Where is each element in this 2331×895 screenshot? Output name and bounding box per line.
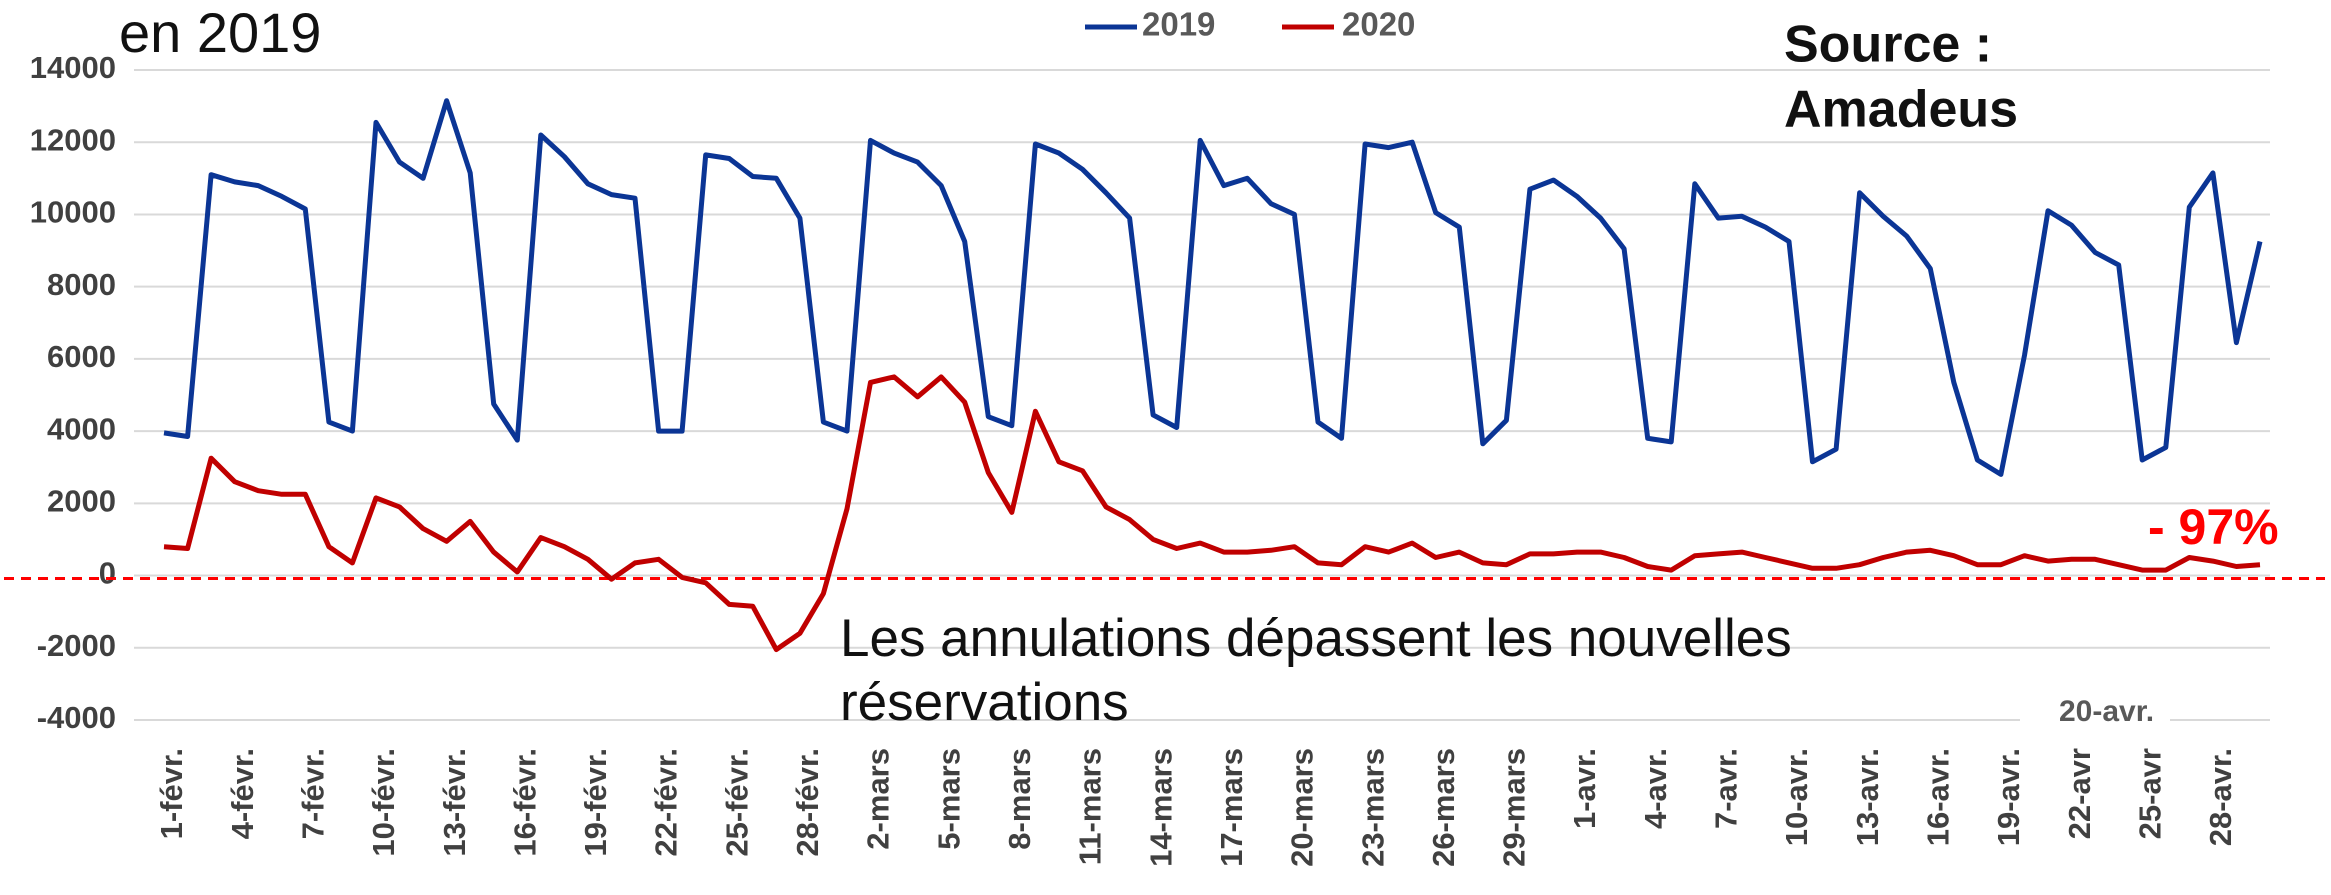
source: Amadeus: [1784, 81, 2018, 139]
y-tick-label: 4000: [47, 411, 116, 446]
x-tick-label: 7-avr.: [1709, 748, 1744, 829]
x-tick-label: 17-mars: [1214, 748, 1249, 867]
y-tick-label: -2000: [37, 628, 116, 663]
legend-label: 2020: [1342, 6, 1415, 43]
x-tick-label: 25-févr.: [719, 748, 754, 857]
y-tick-label: 8000: [47, 267, 116, 302]
x-tick-label: 13-févr.: [437, 748, 472, 857]
x-tick-label: 22-avr: [2062, 748, 2097, 839]
source: Source :: [1784, 16, 1992, 74]
line-series: [163, 374, 2261, 653]
end-label: - 97%: [2148, 499, 2279, 555]
annotation: Les annulations dépassent les nouvelles: [840, 609, 1792, 668]
x-tick-label: 10-avr.: [1779, 748, 1814, 846]
x-tick-label: 29-mars: [1497, 748, 1532, 867]
y-tick-label: 2000: [47, 484, 116, 519]
x-tick-label: 2-mars: [861, 748, 896, 850]
x-tick-label: 16-févr.: [507, 748, 542, 857]
x-tick-label: 5-mars: [931, 748, 966, 850]
x-tick-label: 23-mars: [1355, 748, 1390, 867]
x-tick-label: 7-févr.: [295, 748, 330, 839]
chart-title: en 2019: [119, 1, 321, 64]
x-tick-label: 4-févr.: [225, 748, 260, 839]
label-bg: [2020, 690, 2170, 736]
x-tick-label: 22-févr.: [649, 748, 684, 857]
x-tick-label: 25-avr: [2132, 748, 2167, 839]
x-tick-label: 19-févr.: [578, 748, 613, 857]
x-tick-label: 4-avr.: [1638, 748, 1673, 829]
y-tick-label: 12000: [30, 122, 116, 157]
y-tick-label: -4000: [37, 700, 116, 735]
y-tick-label: 0: [99, 556, 116, 591]
annotation: réservations: [840, 673, 1129, 732]
x-tick-label: 13-avr.: [1850, 748, 1885, 846]
x-tick-label: 11-mars: [1073, 748, 1108, 865]
x-tick-label: 26-mars: [1426, 748, 1461, 867]
x-tick-label: 8-mars: [1002, 748, 1037, 850]
y-tick-label: 10000: [30, 195, 116, 230]
y-tick-label: 14000: [30, 50, 116, 85]
y-tick-label: 6000: [47, 339, 116, 374]
x-tick-label: 1-avr.: [1567, 748, 1602, 829]
x-tick-label: 20-mars: [1285, 748, 1320, 867]
x-tick-label: 10-févr.: [366, 748, 401, 857]
legend-label: 2019: [1142, 6, 1215, 43]
x-tick-label: 28-avr.: [2203, 748, 2238, 846]
floating-label: 20-avr.: [2059, 695, 2154, 728]
x-tick-label: 1-févr.: [154, 748, 189, 839]
x-tick-label: 19-avr.: [1991, 748, 2026, 846]
line-series: [163, 98, 2263, 477]
x-tick-label: 16-avr.: [1920, 748, 1955, 846]
x-tick-label: 28-févr.: [790, 748, 825, 857]
x-tick-label: 14-mars: [1143, 748, 1178, 867]
